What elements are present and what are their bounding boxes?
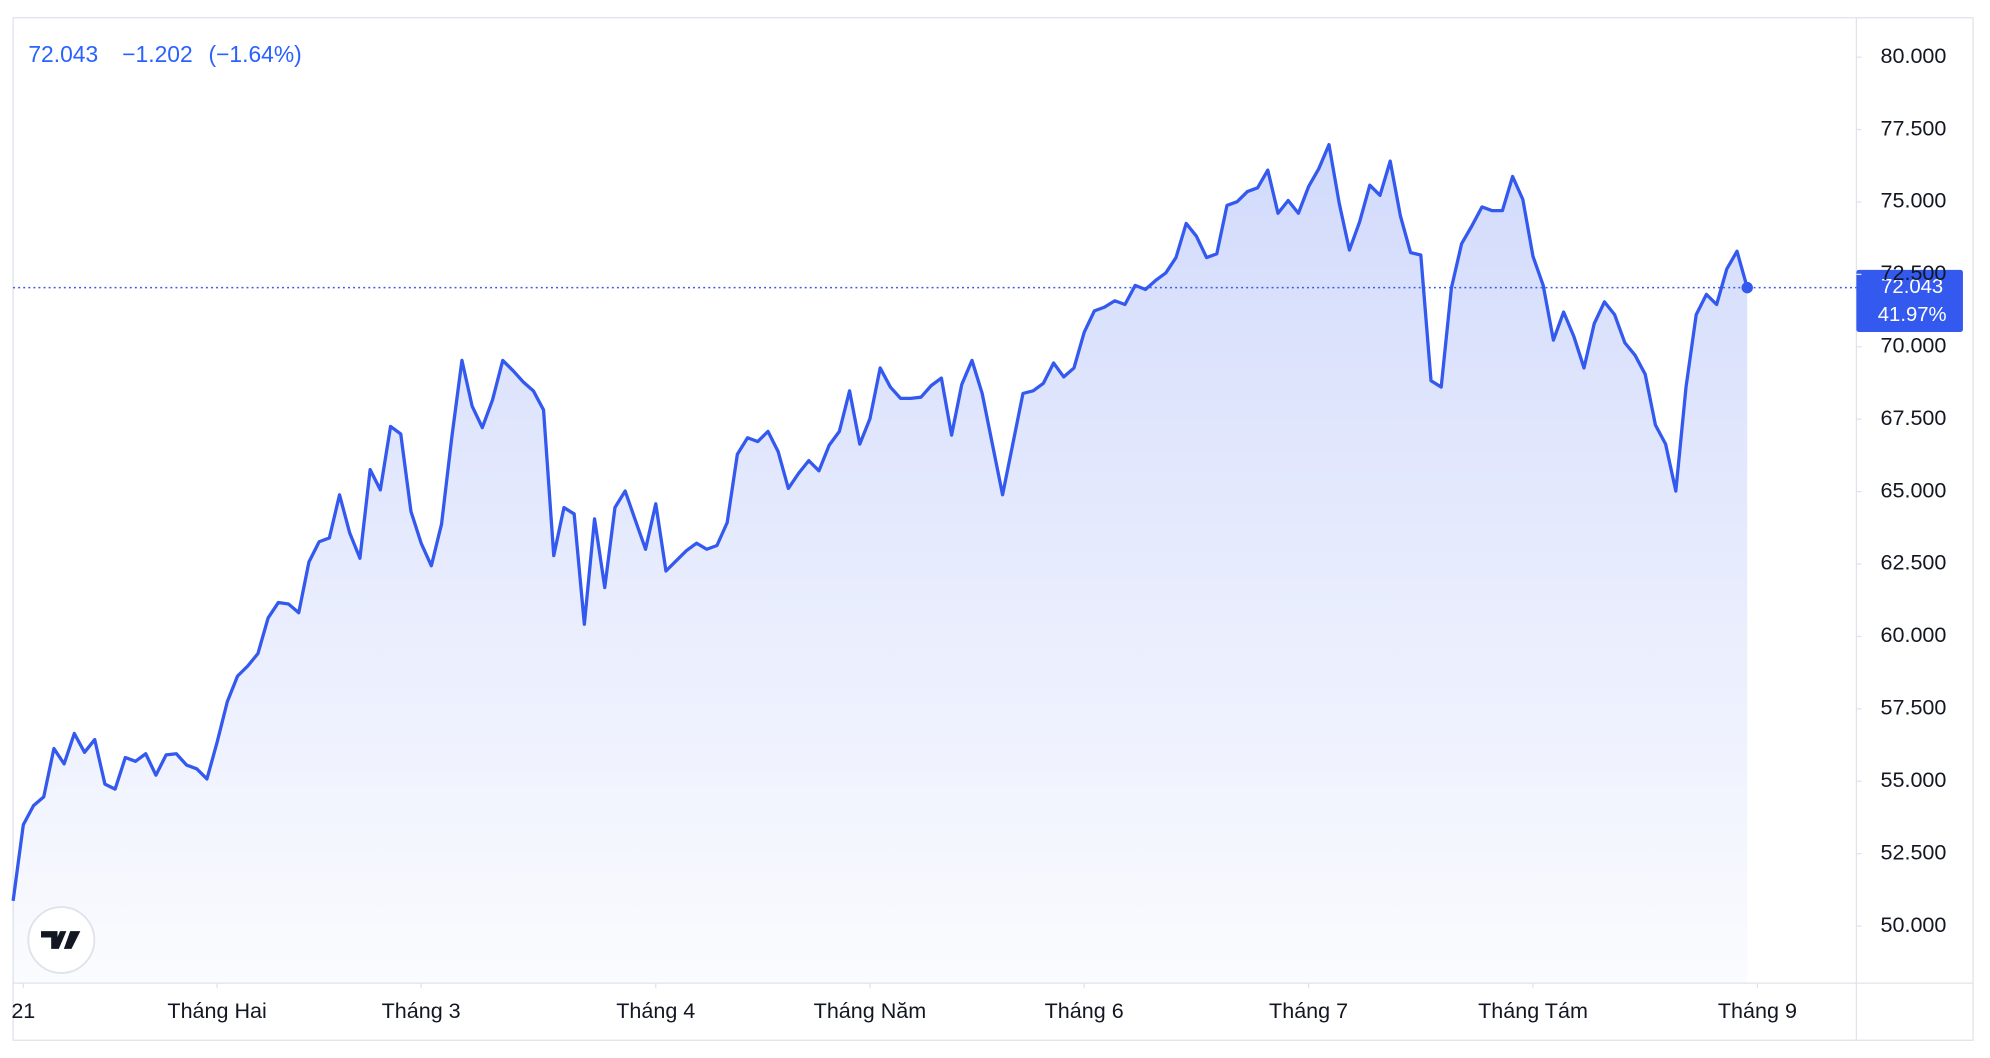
y-tick-label: 70.000 xyxy=(1881,332,1947,357)
price-tag-percent: 41.97% xyxy=(1878,304,1947,326)
y-tick-label: 55.000 xyxy=(1881,767,1947,792)
y-tick-label: 67.500 xyxy=(1881,405,1947,430)
x-tick-label: Tháng 6 xyxy=(1045,998,1124,1023)
y-tick-label: 62.500 xyxy=(1881,550,1947,575)
x-tick-label: Tháng 4 xyxy=(616,998,695,1023)
price-tag-price: 72.043 xyxy=(1881,276,1943,298)
y-tick-label: 52.500 xyxy=(1881,839,1947,864)
legend-change-pct: (−1.64%) xyxy=(208,41,301,67)
legend: 72.043 −1.202 (−1.64%) xyxy=(28,41,301,67)
price-tag-box xyxy=(1856,269,1963,333)
x-tick-label: 21 xyxy=(11,998,35,1023)
y-tick-label: 57.500 xyxy=(1881,695,1947,720)
y-tick-label: 75.000 xyxy=(1881,188,1947,213)
y-tick-label: 80.000 xyxy=(1881,43,1947,68)
x-tick-label: Tháng 9 xyxy=(1718,998,1797,1023)
area-fill xyxy=(13,144,1748,984)
x-tick-label: Tháng Tám xyxy=(1478,998,1588,1023)
logo-mark xyxy=(41,931,81,949)
y-tick-label: 72.500 xyxy=(1881,260,1947,285)
price-line xyxy=(11,142,1749,902)
x-tick-label: Tháng Hai xyxy=(167,998,266,1023)
legend-change: −1.202 xyxy=(122,41,192,67)
y-tick-label: 65.000 xyxy=(1881,477,1947,502)
plot-area xyxy=(11,142,1857,984)
legend-price: 72.043 xyxy=(28,41,98,67)
y-tick-label: 60.000 xyxy=(1881,622,1947,647)
logo xyxy=(27,906,96,974)
last-price-dot xyxy=(1741,281,1753,294)
y-tick-label: 77.500 xyxy=(1881,115,1947,140)
price-tag: 72.043 41.97% xyxy=(1856,269,1963,333)
x-tick-label: Tháng Năm xyxy=(814,998,927,1023)
x-tick-label: Tháng 3 xyxy=(382,998,461,1023)
x-tick-label: Tháng 7 xyxy=(1269,998,1348,1023)
y-tick-label: 50.000 xyxy=(1881,912,1947,937)
